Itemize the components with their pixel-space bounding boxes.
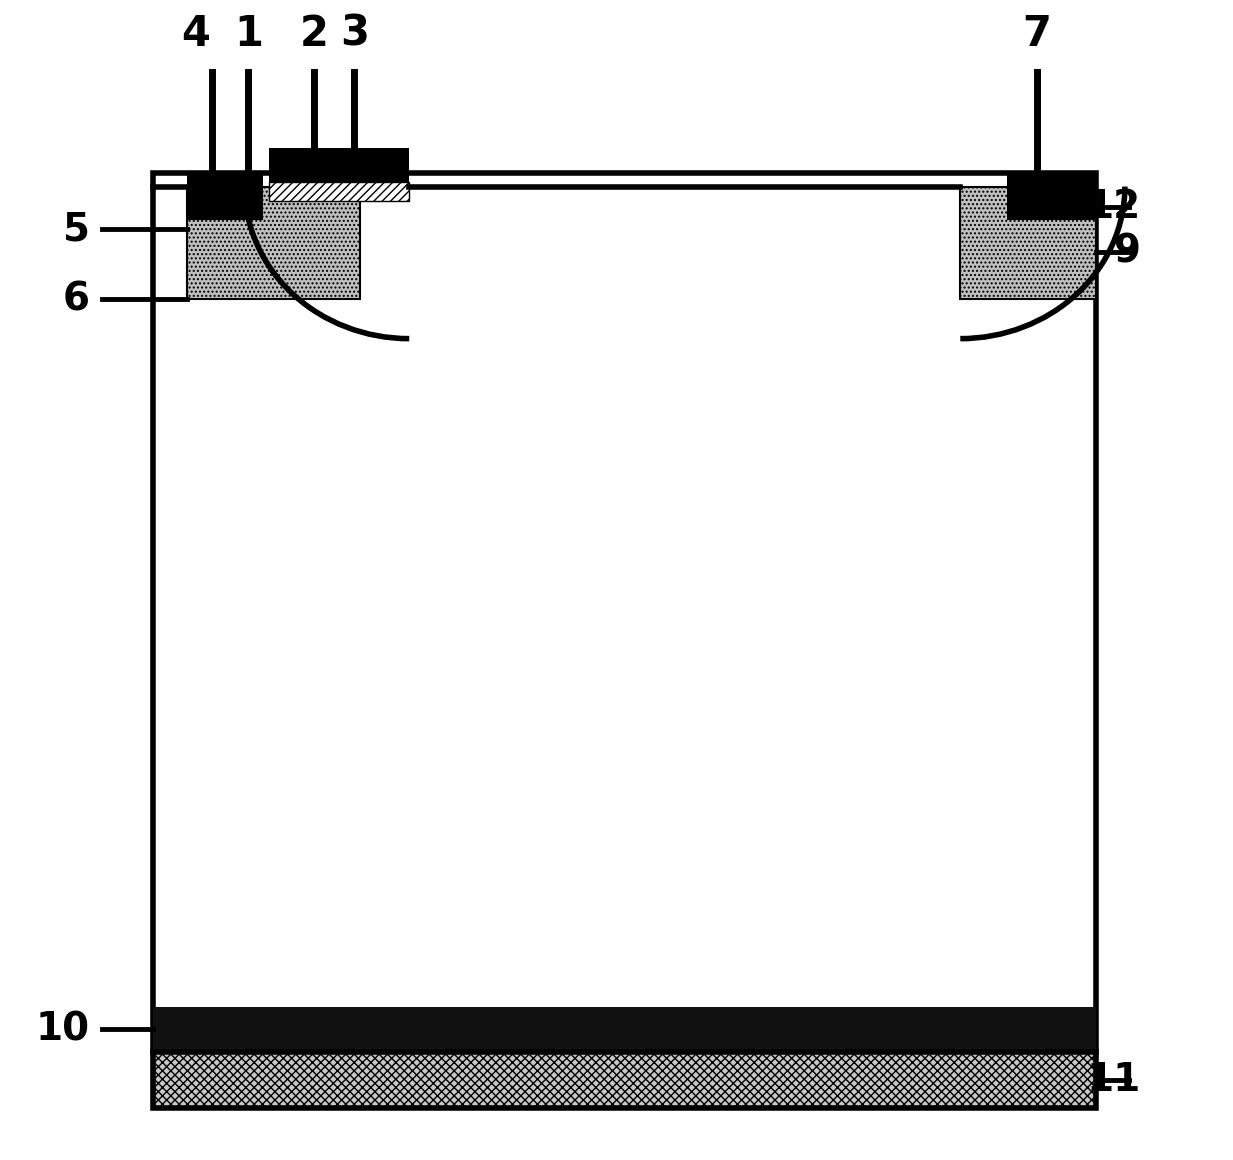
Text: 9: 9 [1113, 233, 1141, 271]
Text: 5: 5 [63, 210, 90, 248]
Text: 11: 11 [1086, 1061, 1141, 1099]
Text: 1: 1 [234, 13, 263, 55]
Text: 3: 3 [340, 13, 369, 55]
Text: 2: 2 [300, 13, 329, 55]
Bar [187, 171, 263, 220]
Bar [1006, 171, 1096, 220]
Text: 12: 12 [1086, 188, 1141, 226]
Bar [961, 187, 1096, 299]
Bar [187, 187, 360, 299]
Text: 4: 4 [181, 13, 211, 55]
Bar [153, 173, 1096, 1052]
Text: 6: 6 [63, 281, 90, 318]
Text: 10: 10 [36, 1010, 90, 1049]
Text: 7: 7 [1022, 13, 1052, 55]
Bar [269, 182, 409, 201]
Bar [153, 1007, 1096, 1052]
Bar [153, 1052, 1096, 1108]
Bar [269, 148, 409, 182]
